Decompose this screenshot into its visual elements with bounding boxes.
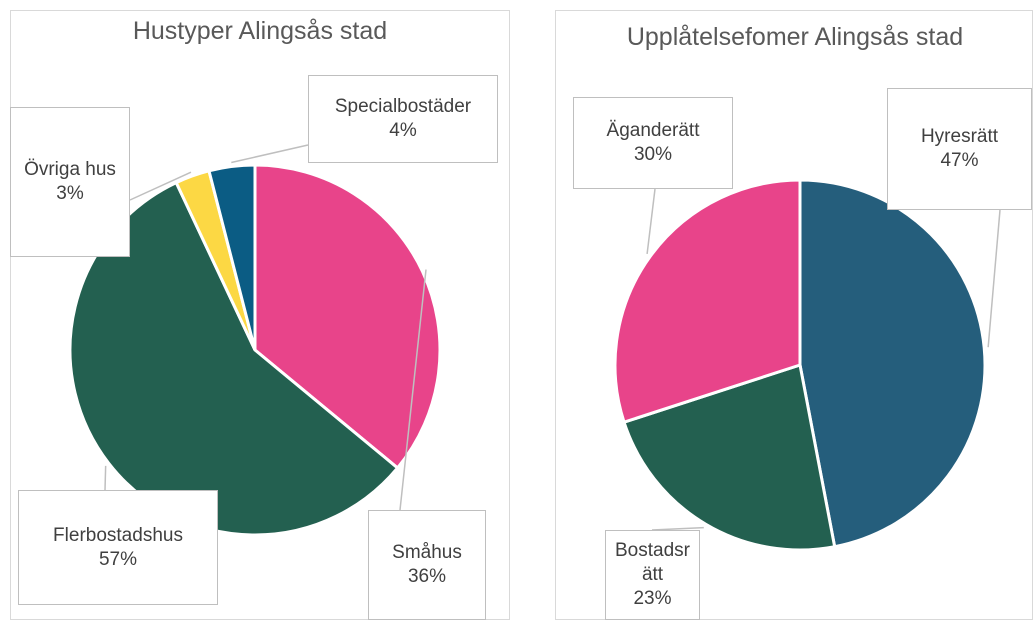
pie-slice — [207, 163, 257, 351]
chart-frame — [10, 10, 510, 620]
label-value: 4% — [389, 120, 417, 141]
leader-line — [646, 188, 656, 254]
pie-slice — [613, 178, 802, 425]
data-label: Småhus 36% — [368, 510, 486, 620]
leader-line — [104, 465, 107, 491]
label-value: 47% — [940, 150, 979, 171]
label-name: Äganderätt — [606, 120, 700, 141]
data-label: Specialbostäder 4% — [308, 75, 498, 163]
label-name: Bostadsrätt — [615, 540, 690, 585]
chart-frame — [555, 10, 1033, 620]
data-label: Flerbostadshus 57% — [18, 490, 218, 605]
pie-slice — [798, 178, 987, 549]
leader-line — [651, 526, 704, 531]
data-label: Hyresrätt 47% — [887, 88, 1032, 210]
label-name: Specialbostäder — [334, 96, 472, 117]
leader-line — [231, 144, 309, 164]
label-value: 30% — [633, 144, 673, 165]
leader-line — [399, 269, 427, 511]
leader-line — [987, 209, 1001, 348]
label-value: 36% — [407, 566, 447, 587]
data-label: Äganderätt 30% — [573, 97, 733, 189]
label-name: Småhus — [392, 542, 462, 563]
chart-title: Hustyper Alingsås stad — [132, 17, 388, 45]
pie-slice — [253, 163, 442, 471]
pie-slice — [622, 363, 837, 552]
chart-title: Upplåtelsefomer Alingsås stad — [626, 23, 964, 51]
label-name: Flerbostadshus — [53, 524, 183, 546]
label-name: Övriga hus — [24, 159, 116, 180]
label-value: 23% — [633, 588, 672, 609]
label-value: 3% — [56, 183, 84, 204]
data-label: Bostadsrätt 23% — [605, 530, 700, 620]
leader-line — [129, 171, 192, 201]
label-value: 57% — [98, 548, 138, 570]
label-name: Hyresrätt — [920, 126, 999, 147]
data-label: Övriga hus 3% — [10, 107, 130, 257]
